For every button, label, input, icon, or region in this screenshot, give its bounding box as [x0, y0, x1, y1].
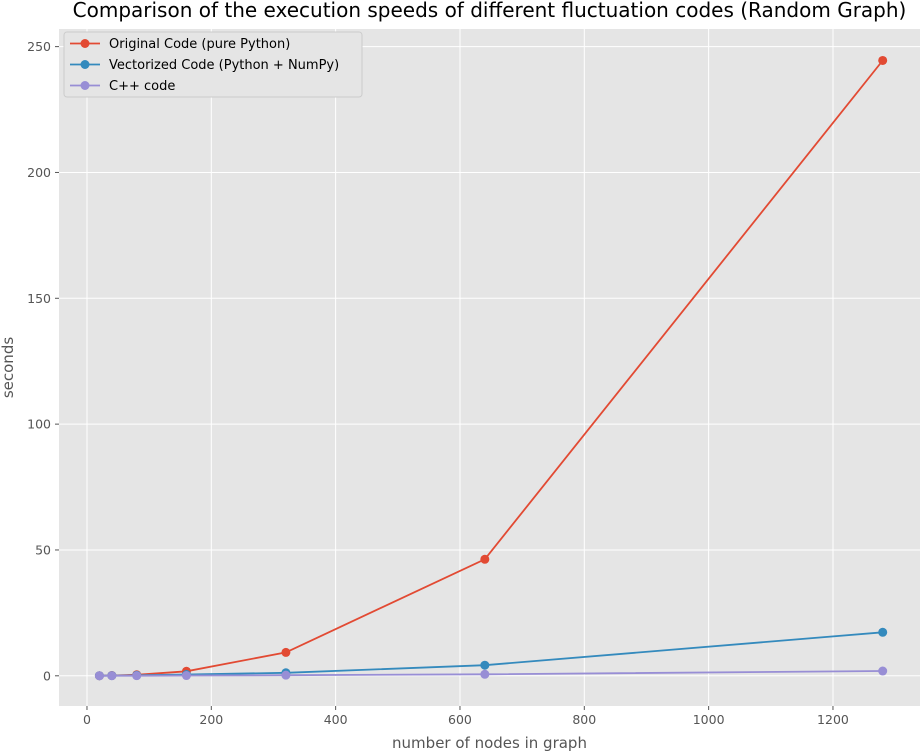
y-tick-label: 150 [27, 291, 51, 306]
data-point [480, 660, 490, 670]
legend-label: Vectorized Code (Python + NumPy) [109, 58, 339, 73]
legend-marker [80, 81, 90, 90]
legend-item-2: Vectorized Code (Python + NumPy) [70, 58, 339, 73]
y-axis-ticks: 0 50 100 150 200 250 [27, 39, 59, 683]
data-point [181, 671, 191, 681]
data-point [281, 670, 291, 680]
series-group [94, 55, 888, 681]
data-point [878, 666, 888, 676]
x-tick-label: 1000 [693, 712, 725, 727]
series-3 [94, 666, 888, 681]
data-point [107, 671, 117, 681]
data-point [94, 671, 104, 681]
legend: Original Code (pure Python) Vectorized Co… [63, 31, 363, 98]
chart-title: Comparison of the execution speeds of di… [73, 0, 907, 22]
data-point [480, 669, 490, 679]
x-tick-label: 600 [448, 712, 472, 727]
x-tick-label: 800 [572, 712, 596, 727]
y-tick-label: 200 [27, 165, 51, 180]
legend-marker [80, 60, 90, 69]
legend-marker [80, 39, 90, 48]
x-tick-label: 1200 [817, 712, 849, 727]
plot-area [59, 29, 920, 706]
x-axis-ticks: 0 200 400 600 800 1000 1200 [83, 706, 849, 727]
data-point [281, 647, 291, 657]
x-axis-label: number of nodes in graph [392, 734, 587, 751]
x-tick-label: 0 [83, 712, 91, 727]
legend-label: C++ code [109, 79, 175, 94]
data-point [132, 671, 142, 681]
legend-item-1: Original Code (pure Python) [70, 37, 290, 52]
y-tick-label: 0 [43, 668, 51, 683]
grid-lines [59, 29, 920, 706]
legend-box [63, 31, 363, 98]
data-point [480, 554, 490, 564]
y-tick-label: 100 [27, 417, 51, 432]
legend-item-3: C++ code [70, 79, 175, 94]
y-axis-label: seconds [0, 337, 17, 398]
y-tick-label: 250 [27, 39, 51, 54]
data-point [878, 55, 888, 65]
x-tick-label: 400 [324, 712, 348, 727]
data-point [878, 627, 888, 637]
legend-label: Original Code (pure Python) [109, 37, 290, 52]
y-tick-label: 50 [35, 542, 51, 557]
x-tick-label: 200 [199, 712, 223, 727]
